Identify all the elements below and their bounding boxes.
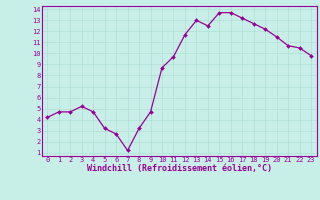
X-axis label: Windchill (Refroidissement éolien,°C): Windchill (Refroidissement éolien,°C)	[87, 164, 272, 173]
